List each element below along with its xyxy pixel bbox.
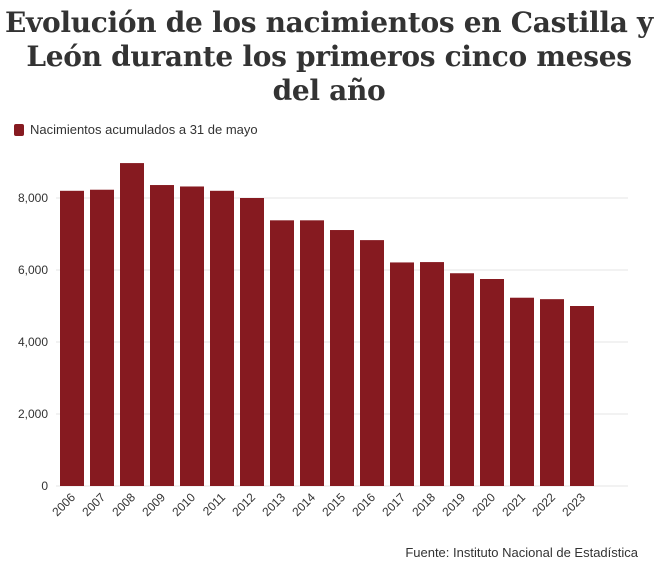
x-axis-ticks: 2006 2007 2008 2009 2010 2011 2012 2013 2014 2015…	[49, 490, 588, 519]
x-tick-label: 2016	[349, 490, 378, 519]
bar-2010[interactable]	[180, 186, 204, 487]
bar-2019[interactable]	[450, 273, 474, 486]
bar-2011[interactable]	[210, 190, 234, 487]
x-tick-label: 2019	[439, 490, 468, 519]
x-tick-label: 2011	[200, 490, 228, 518]
x-tick-label: 2023	[559, 490, 588, 519]
bar-2006[interactable]	[60, 190, 84, 487]
x-tick-label: 2008	[109, 490, 138, 519]
bar-2014[interactable]	[300, 220, 324, 486]
x-tick-label: 2010	[169, 490, 198, 519]
x-tick-label: 2018	[409, 490, 438, 519]
bar-2013[interactable]	[270, 220, 294, 486]
bar-2021[interactable]	[510, 297, 534, 486]
x-tick-label: 2021	[499, 490, 528, 519]
x-tick-label: 2015	[319, 490, 348, 519]
bar-2023[interactable]	[570, 306, 594, 486]
bar-2007[interactable]	[90, 189, 114, 486]
bars	[60, 163, 594, 487]
x-tick-label: 2009	[139, 490, 168, 519]
bar-2012[interactable]	[240, 198, 264, 486]
legend: Nacimientos acumulados a 31 de mayo	[14, 122, 258, 137]
y-tick-label: 8,000	[18, 191, 48, 205]
x-tick-label: 2022	[529, 490, 558, 519]
y-tick-label: 4,000	[18, 335, 48, 349]
x-tick-label: 2013	[259, 490, 288, 519]
x-tick-label: 2020	[469, 490, 498, 519]
bar-2015[interactable]	[330, 230, 354, 486]
x-tick-label: 2014	[289, 490, 318, 519]
bar-2008[interactable]	[120, 163, 144, 486]
x-tick-label: 2006	[49, 490, 78, 519]
y-axis-ticks: 0 2,000 4,000 6,000 8,000	[18, 191, 48, 493]
chart-title: Evolución de los nacimientos en Castilla…	[5, 6, 653, 107]
x-tick-label: 2007	[79, 490, 108, 519]
y-tick-label: 6,000	[18, 263, 48, 277]
bar-2022[interactable]	[540, 299, 564, 486]
bar-2017[interactable]	[390, 262, 414, 486]
bar-2018[interactable]	[420, 262, 444, 486]
x-tick-label: 2012	[229, 490, 258, 519]
y-tick-label: 0	[41, 479, 48, 493]
legend-swatch	[14, 123, 24, 136]
bar-2020[interactable]	[480, 279, 504, 486]
y-tick-label: 2,000	[18, 407, 48, 421]
source-note: Fuente: Instituto Nacional de Estadístic…	[405, 545, 638, 560]
bar-2016[interactable]	[360, 240, 384, 486]
bar-2009[interactable]	[150, 185, 174, 487]
x-tick-label: 2017	[379, 490, 408, 519]
legend-label: Nacimientos acumulados a 31 de mayo	[30, 122, 258, 137]
